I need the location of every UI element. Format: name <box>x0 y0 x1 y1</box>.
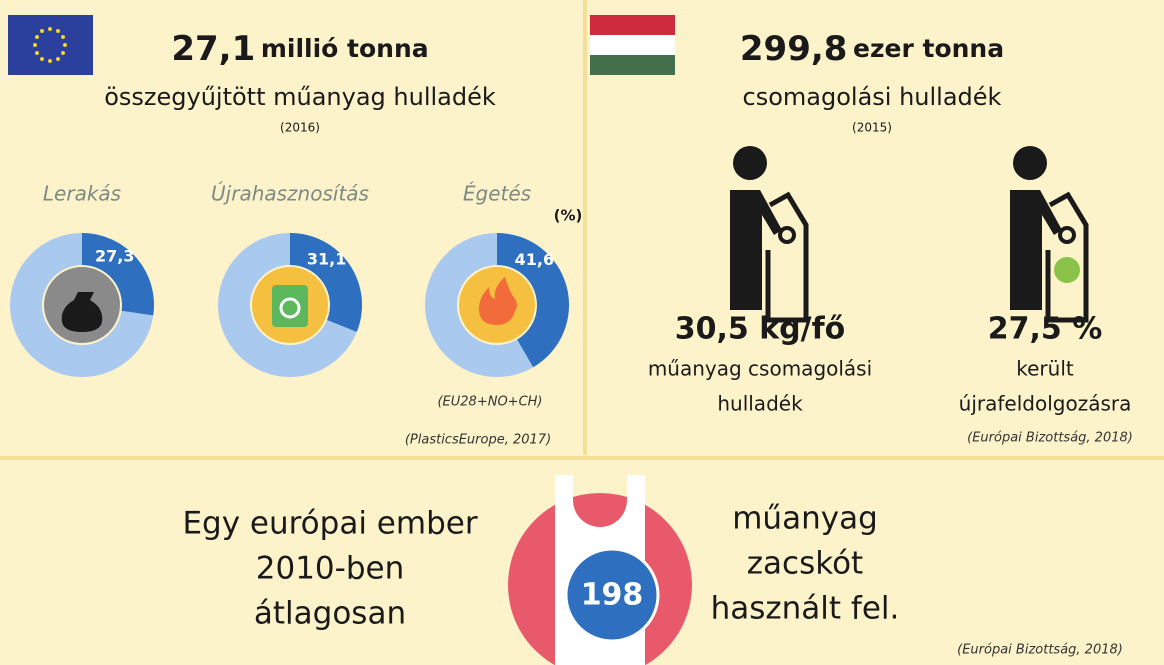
eu-title-unit: millió tonna <box>261 34 429 63</box>
bag-right-text: zacskót <box>747 546 863 582</box>
eu-year: (2016) <box>280 121 320 135</box>
bag-right-text: használt fel. <box>711 591 900 627</box>
hu-source: (Európai Bizottság, 2018) <box>967 431 1133 446</box>
hu-subtitle: csomagolási hulladék <box>743 83 1002 111</box>
stat-value: 30,5 kg/fő <box>675 312 846 347</box>
bag-number: 198 <box>581 578 644 613</box>
unit-note: (%) <box>554 207 583 225</box>
bag-source: (Európai Bizottság, 2018) <box>957 643 1123 658</box>
category-label: Égetés <box>463 182 531 206</box>
eu-source: (PlasticsEurope, 2017) <box>405 433 551 448</box>
bag-left-text: átlagosan <box>254 596 406 632</box>
stat-value: 27,5 % <box>988 312 1103 347</box>
bag-left-text: 2010-ben <box>256 551 404 587</box>
region-note: (EU28+NO+CH) <box>437 395 542 410</box>
bag-right-text: műanyag <box>732 501 878 537</box>
category-label: Újrahasznosítás <box>211 182 369 206</box>
eu-title: 27,1 millió tonna <box>171 29 428 69</box>
stat-caption: került <box>1016 357 1074 381</box>
hu-flag <box>590 15 675 75</box>
donut-value-label: 27,3 <box>95 247 134 266</box>
category-label: Lerakás <box>43 182 121 206</box>
eu-title-number: 27,1 <box>171 29 255 69</box>
donut-value-label: 31,1 <box>307 250 346 269</box>
donut-value-label: 41,6 <box>515 250 554 269</box>
hu-year: (2015) <box>852 121 892 135</box>
hu-title-number: 299,8 <box>740 29 848 69</box>
eu-flag <box>8 15 93 75</box>
hu-title-unit: ezer tonna <box>853 34 1004 63</box>
hu-title: 299,8 ezer tonna <box>740 29 1004 69</box>
eu-subtitle: összegyűjtött műanyag hulladék <box>104 83 496 111</box>
bag-left-text: Egy európai ember <box>182 506 477 542</box>
stat-caption: újrafeldolgozásra <box>959 392 1132 416</box>
stat-caption: hulladék <box>717 392 803 416</box>
stat-caption: műanyag csomagolási <box>648 357 872 381</box>
recycle-bin-icon <box>272 285 308 327</box>
infographic: 27,1 millió tonna összegyűjtött műanyag … <box>0 0 1164 665</box>
